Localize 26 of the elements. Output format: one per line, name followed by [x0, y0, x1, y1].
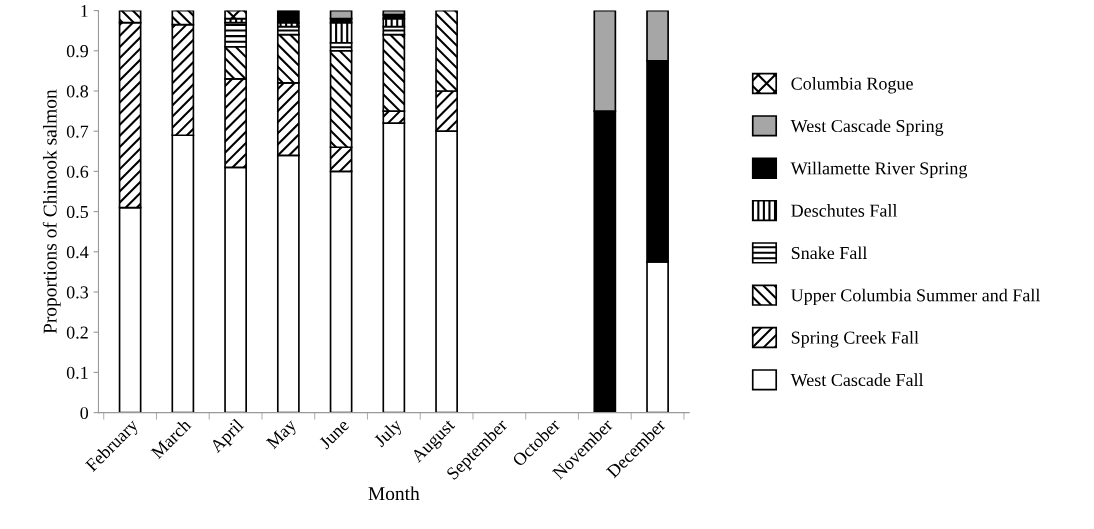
- legend-label: West Cascade Spring: [790, 119, 944, 136]
- bar: [224, 10, 247, 20]
- legend-label: Spring Creek Fall: [791, 331, 919, 348]
- x-tick-label: July: [372, 417, 406, 451]
- x-tick-label: June: [318, 418, 350, 450]
- legend-label: Willamette River Spring: [790, 161, 968, 179]
- y-tick-label: 0.4: [66, 246, 89, 259]
- legend-label: Deschutes Fall: [791, 204, 898, 217]
- legend-label: Upper Columbia Summer and Fall: [791, 288, 1041, 306]
- y-tick-label: 0.7: [66, 125, 89, 138]
- y-axis-title: Proportions of Chinook salmon: [42, 89, 61, 334]
- y-tick-label: 0.1: [66, 366, 88, 379]
- legend-label: Snake Fall: [791, 246, 868, 260]
- bar: [276, 10, 300, 24]
- legend-label: West Cascade Fall: [790, 373, 924, 387]
- y-tick-label: 0.6: [66, 165, 89, 178]
- x-axis-title: Month: [368, 486, 420, 501]
- y-tick-label: 1: [81, 4, 88, 17]
- x-tick-label: May: [265, 418, 300, 453]
- y-tick-label: 0.8: [66, 85, 89, 98]
- y-tick-label: 0.5: [66, 205, 89, 219]
- legend-label: Columbia Rogue: [791, 77, 913, 94]
- y-tick-label: 0.9: [66, 45, 88, 58]
- y-tick-label: 0.3: [66, 286, 89, 299]
- y-tick-label: 0: [80, 406, 89, 420]
- y-tick-label: 0.2: [66, 326, 88, 339]
